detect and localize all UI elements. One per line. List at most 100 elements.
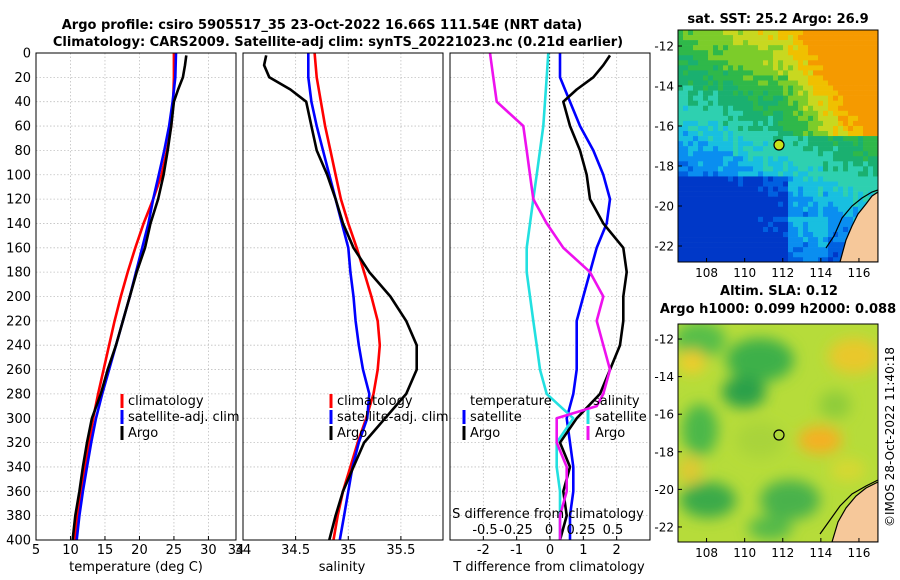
sst-cell [783, 80, 789, 86]
sst-cell [738, 252, 744, 258]
sst-cell [688, 95, 694, 101]
sst-cell [723, 141, 729, 147]
sst-cell [698, 40, 704, 46]
sst-cell [748, 90, 754, 96]
sst-cell [688, 105, 694, 112]
sst-cell [863, 110, 869, 117]
sst-cell [848, 60, 854, 66]
sst-cell [798, 237, 804, 243]
coastline-outline [825, 189, 878, 249]
sst-cell [703, 211, 709, 218]
sst-cell [728, 40, 734, 46]
depth-tick-label: 80 [14, 144, 31, 159]
sst-cell [713, 65, 719, 71]
sst-cell [793, 30, 799, 36]
sst-cell [718, 156, 724, 162]
sst-cell [803, 196, 809, 202]
sst-cell [758, 120, 764, 127]
sst-cell [718, 191, 724, 197]
sst-cell [853, 186, 859, 192]
sst-cell [743, 161, 749, 167]
sst-cell [848, 85, 854, 91]
sst-cell [718, 65, 724, 71]
sst-cell [683, 161, 689, 167]
sst-cell [748, 35, 754, 41]
sst-cell [808, 80, 814, 86]
s-difference-axis-label: S difference from climatology [452, 507, 644, 522]
sst-cell [803, 55, 809, 61]
sst-cell [698, 136, 704, 142]
sst-cell [698, 181, 704, 187]
sst-cell [723, 60, 729, 66]
sla-anomaly-blob [828, 338, 878, 374]
sst-cell [833, 100, 839, 107]
sst-cell [753, 226, 759, 233]
sst-cell [703, 70, 709, 76]
sst-cell [853, 166, 859, 172]
sst-cell [843, 95, 849, 101]
sst-cell [738, 115, 744, 122]
sst-cell [708, 45, 714, 51]
sst-cell [798, 242, 804, 248]
sst-cell [758, 171, 764, 177]
sst-cell [818, 196, 824, 202]
sst-cell [763, 181, 769, 187]
sst-cell [733, 171, 739, 177]
sst-cell [758, 206, 764, 213]
sst-cell [868, 125, 874, 132]
sst-cell [873, 105, 878, 112]
sst-cell [773, 75, 779, 81]
sst-cell [868, 156, 874, 162]
sst-cell [708, 226, 714, 233]
sst-cell [693, 206, 699, 213]
sla-anomaly-blob [760, 480, 820, 520]
sst-cell [693, 90, 699, 96]
sst-cell [748, 55, 754, 61]
sst-cell [793, 90, 799, 96]
sst-cell [773, 65, 779, 71]
lat-tick-label: -14 [654, 370, 674, 384]
sst-cell [703, 181, 709, 187]
sst-cell [698, 110, 704, 117]
sst-cell [763, 237, 769, 243]
sst-cell [693, 55, 699, 61]
sst-cell [698, 216, 704, 223]
sst-cell [728, 65, 734, 71]
sst-cell [718, 146, 724, 152]
sst-cell [748, 80, 754, 86]
sst-cell [778, 221, 784, 228]
sst-cell [683, 166, 689, 172]
sst-cell [738, 35, 744, 41]
sst-cell [733, 65, 739, 71]
sst-cell [753, 60, 759, 66]
sst-cell [763, 226, 769, 233]
sst-cell [678, 257, 684, 262]
sst-cell [728, 206, 734, 213]
sst-cell [853, 115, 859, 122]
sst-cell [798, 196, 804, 202]
sst-cell [753, 90, 759, 96]
sst-cell [733, 35, 739, 41]
sst-cell [783, 151, 789, 157]
sst-cell [693, 85, 699, 91]
sst-cell [718, 201, 724, 208]
sst-cell [703, 221, 709, 228]
sst-cell [683, 181, 689, 187]
sst-cell [823, 131, 829, 137]
sst-cell [678, 110, 684, 117]
sst-cell [853, 70, 859, 76]
sst-cell [753, 242, 759, 248]
coastline-land [839, 191, 878, 262]
sst-cell [838, 166, 844, 172]
sst-cell [803, 125, 809, 132]
sla-map-panel: Altim. SLA: 0.12 Argo h1000: 0.099 h2000… [654, 284, 896, 560]
sst-cell [698, 196, 704, 202]
sst-cell [733, 80, 739, 86]
sst-cell [843, 105, 849, 112]
sst-cell [713, 35, 719, 41]
sst-cell [703, 45, 709, 51]
sst-cell [813, 105, 819, 112]
sst-cell [798, 216, 804, 223]
sst-cell [868, 60, 874, 66]
x-tick-label: 1 [579, 543, 587, 558]
